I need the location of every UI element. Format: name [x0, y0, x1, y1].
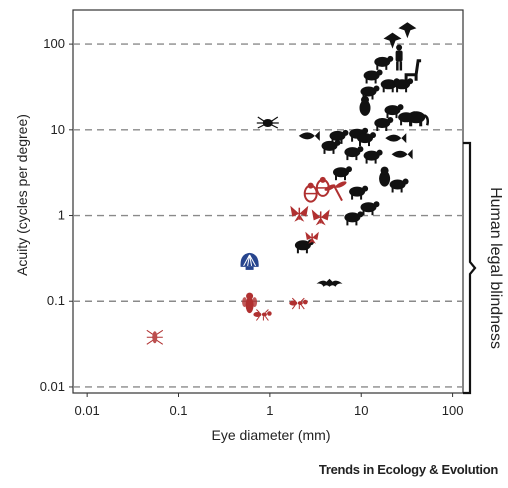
mantis-shrimp-icon — [303, 182, 318, 203]
seal-icon — [363, 149, 383, 164]
dragonfly-icon — [324, 181, 347, 202]
plot-frame — [72, 9, 464, 394]
jumping-spider-icon — [256, 116, 279, 129]
turtle-icon — [357, 132, 376, 147]
deer-icon — [398, 111, 418, 126]
horse-icon — [394, 78, 414, 93]
monkey-icon — [374, 55, 394, 70]
fruitfly-icon — [146, 329, 164, 345]
bracket-label: Human legal blindness — [487, 187, 504, 349]
gridlines — [73, 43, 463, 388]
camel-icon — [384, 104, 404, 119]
hare-icon — [389, 178, 409, 193]
fly-icon — [242, 292, 258, 314]
y-tick-label: 100 — [43, 36, 65, 51]
data-points — [146, 22, 430, 345]
giraffe-icon — [404, 59, 422, 81]
butterfly-small-icon — [305, 231, 319, 244]
y-tick-label: 1 — [58, 208, 65, 223]
mosquito-icon — [289, 297, 308, 310]
y-tick-label: 10 — [51, 122, 65, 137]
y-tick-label: 0.01 — [40, 379, 65, 394]
cheetah-icon — [380, 78, 400, 93]
fish-icon — [298, 130, 320, 141]
wolf-icon — [374, 117, 394, 131]
x-tick-label: 0.1 — [169, 403, 187, 418]
whale-icon — [391, 149, 413, 160]
x-axis: 0.01 0.1 1 10 100 — [74, 393, 463, 418]
cat-icon — [333, 166, 352, 181]
bat-icon — [316, 278, 343, 287]
y-axis: 0.01 0.1 1 10 100 — [40, 36, 73, 394]
shark-icon — [385, 133, 407, 144]
x-tick-label: 100 — [442, 403, 464, 418]
x-axis-label: Eye diameter (mm) — [211, 427, 330, 443]
x-tick-label: 10 — [354, 403, 368, 418]
scallop-icon — [240, 252, 259, 270]
x-tick-label: 1 — [266, 403, 273, 418]
moth-icon — [311, 209, 330, 226]
bee-icon — [315, 176, 330, 197]
y-tick-label: 0.1 — [47, 293, 65, 308]
rat-icon — [349, 185, 369, 200]
ant-icon — [253, 309, 272, 321]
hawk-icon — [383, 32, 402, 49]
frog-icon — [321, 139, 341, 154]
sloth-icon — [360, 201, 380, 216]
journal-credit: Trends in Ecology & Evolution — [318, 462, 498, 477]
squirrel-icon — [363, 69, 383, 84]
human-icon — [395, 44, 403, 71]
y-axis-label: Acuity (cycles per degree) — [14, 114, 30, 276]
legal-blindness-bracket — [463, 141, 477, 395]
x-tick-label: 0.01 — [74, 403, 99, 418]
penguin-icon — [359, 95, 371, 116]
eagle-icon — [398, 22, 417, 39]
butterfly-icon — [290, 205, 309, 222]
owl-icon — [379, 166, 391, 187]
bird-small-icon — [344, 146, 364, 161]
mouse-icon — [344, 211, 364, 226]
